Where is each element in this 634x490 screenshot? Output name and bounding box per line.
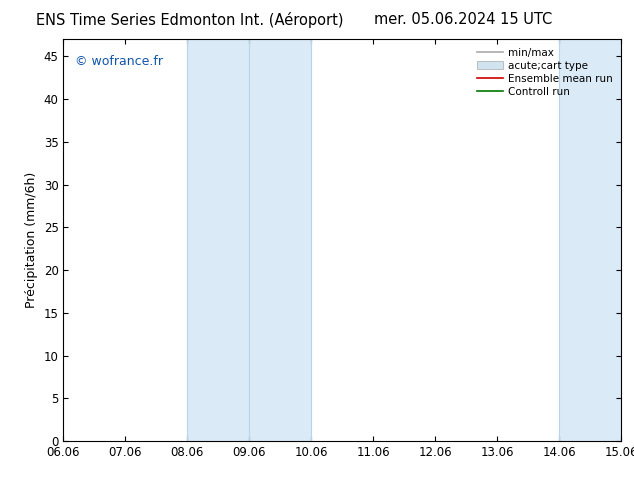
Y-axis label: Précipitation (mm/6h): Précipitation (mm/6h)	[25, 172, 38, 308]
Text: © wofrance.fr: © wofrance.fr	[75, 55, 162, 68]
Bar	[559, 39, 621, 441]
Legend: min/max, acute;cart type, Ensemble mean run, Controll run: min/max, acute;cart type, Ensemble mean …	[474, 45, 616, 100]
Text: ENS Time Series Edmonton Int. (Aéroport): ENS Time Series Edmonton Int. (Aéroport)	[36, 12, 344, 28]
Text: mer. 05.06.2024 15 UTC: mer. 05.06.2024 15 UTC	[373, 12, 552, 27]
Bar	[188, 39, 311, 441]
